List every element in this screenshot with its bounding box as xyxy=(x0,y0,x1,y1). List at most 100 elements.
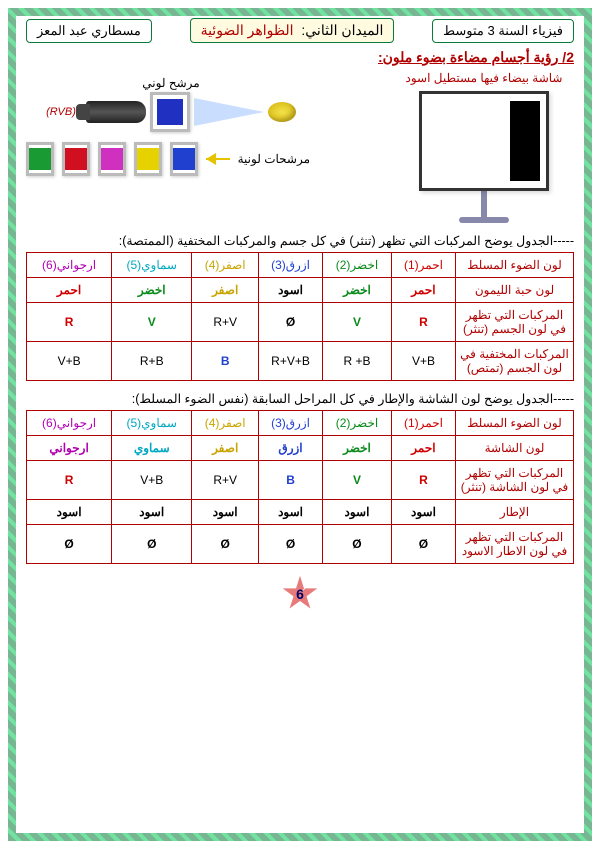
table-header: احمر(1) xyxy=(391,410,455,435)
table-cell: Ø xyxy=(112,524,192,563)
torch-icon xyxy=(86,101,146,123)
table-header: ازرق(3) xyxy=(259,252,323,277)
experiment-diagram: مرشح لوني (RVB) مرشحات لونية شاشة بيضاء … xyxy=(26,70,574,223)
filter-swatch-icon xyxy=(98,142,126,176)
table-cell: اصفر xyxy=(192,435,259,460)
table-header: لون الضوء المسلط xyxy=(456,252,574,277)
table-cell: R+V xyxy=(192,302,259,341)
table-cell: R xyxy=(27,302,112,341)
table1: لون الضوء المسلطاحمر(1)اخضر(2)ازرق(3)اصف… xyxy=(26,252,574,381)
filter-label: مرشح لوني xyxy=(26,76,316,90)
table-cell: R +B xyxy=(323,341,392,380)
screen-caption: شاشة بيضاء فيها مستطيل اسود xyxy=(394,70,574,87)
header-row: فيزياء السنة 3 متوسط الميدان الثاني: الظ… xyxy=(26,18,574,43)
page-number: 6 xyxy=(296,586,304,602)
filter-swatch-icon xyxy=(170,142,198,176)
table-cell: اسود xyxy=(27,499,112,524)
row-label: المركبات المختفية في لون الجسم (تمتص) xyxy=(456,341,574,380)
row-label: لون حبة الليمون xyxy=(456,277,574,302)
table-cell: احمر xyxy=(27,277,112,302)
row-label: لون الشاشة xyxy=(456,435,574,460)
row-label: المركبات التي تظهر في لون الشاشة (تنثر) xyxy=(456,460,574,499)
table1-caption: -----الجدول يوضح المركبات التي تظهر (تنث… xyxy=(26,233,574,248)
filter-swatch xyxy=(157,99,183,125)
screen-frame xyxy=(419,91,549,191)
filters-row: مرشحات لونية xyxy=(26,142,316,176)
table-cell: اسود xyxy=(112,499,192,524)
table-cell: اصفر xyxy=(192,277,259,302)
page: فيزياء السنة 3 متوسط الميدان الثاني: الظ… xyxy=(0,0,600,849)
table-cell: B xyxy=(192,341,259,380)
table-cell: اخضر xyxy=(323,277,392,302)
table-header: ارجواني(6) xyxy=(27,410,112,435)
table-cell: اسود xyxy=(391,499,455,524)
table-cell: V+B xyxy=(27,341,112,380)
table-cell: V+B xyxy=(391,341,455,380)
header-center: الميدان الثاني: الظواهر الضوئية xyxy=(190,18,395,43)
header-right: فيزياء السنة 3 متوسط xyxy=(432,19,574,43)
filter-swatch-icon xyxy=(62,142,90,176)
table-cell: Ø xyxy=(192,524,259,563)
table-cell: اسود xyxy=(259,277,323,302)
table-cell: V xyxy=(112,302,192,341)
table-cell: ازرق xyxy=(259,435,323,460)
torch-side: مرشح لوني (RVB) مرشحات لونية xyxy=(26,70,316,176)
table-cell: V+B xyxy=(112,460,192,499)
header-center-red: الظواهر الضوئية xyxy=(201,22,294,38)
filter-swatch-icon xyxy=(26,142,54,176)
filter-swatch-icon xyxy=(134,142,162,176)
table-cell: Ø xyxy=(259,524,323,563)
table-cell: R xyxy=(391,302,455,341)
stand-icon xyxy=(481,191,487,217)
row-label: المركبات التي تظهر في لون الجسم (تنثر) xyxy=(456,302,574,341)
table-cell: V xyxy=(323,302,392,341)
rvb-label: (RVB) xyxy=(46,106,76,118)
table-cell: Ø xyxy=(391,524,455,563)
table-cell: R+V+B xyxy=(259,341,323,380)
table-header: ازرق(3) xyxy=(259,410,323,435)
filters-label: مرشحات لونية xyxy=(238,152,310,166)
table-cell: ارجواني xyxy=(27,435,112,460)
color-filter xyxy=(150,92,190,132)
header-left: مسطاري عبد المعز xyxy=(26,19,152,43)
table-cell: اسود xyxy=(259,499,323,524)
table2-caption: -----الجدول يوضح لون الشاشة والإطار في ك… xyxy=(26,391,574,406)
table-header: سماوي(5) xyxy=(112,410,192,435)
table-cell: R+V xyxy=(192,460,259,499)
table-cell: اسود xyxy=(192,499,259,524)
table-cell: R xyxy=(391,460,455,499)
stand-base-icon xyxy=(459,217,509,223)
light-beam-icon xyxy=(194,98,264,126)
table-header: سماوي(5) xyxy=(112,252,192,277)
table-cell: R xyxy=(27,460,112,499)
table-header: اصفر(4) xyxy=(192,410,259,435)
lemon-icon xyxy=(268,102,296,122)
table-cell: V xyxy=(323,460,392,499)
table-header: ارجواني(6) xyxy=(27,252,112,277)
table-cell: اسود xyxy=(323,499,392,524)
table-cell: سماوي xyxy=(112,435,192,460)
arrow-icon xyxy=(206,158,230,160)
table1-body: لون الضوء المسلطاحمر(1)اخضر(2)ازرق(3)اصف… xyxy=(27,252,574,380)
header-center-black: الميدان الثاني: xyxy=(301,22,383,38)
table-cell: Ø xyxy=(259,302,323,341)
section-title: 2/ رؤية أجسام مضاءة بضوء ملون: xyxy=(26,49,574,66)
table2: لون الضوء المسلطاحمر(1)اخضر(2)ازرق(3)اصف… xyxy=(26,410,574,564)
table-cell: احمر xyxy=(391,277,455,302)
row-label: الإطار xyxy=(456,499,574,524)
table-header: اصفر(4) xyxy=(192,252,259,277)
table-cell: احمر xyxy=(391,435,455,460)
table-header: اخضر(2) xyxy=(323,410,392,435)
table-cell: Ø xyxy=(323,524,392,563)
table2-body: لون الضوء المسلطاحمر(1)اخضر(2)ازرق(3)اصف… xyxy=(27,410,574,563)
table-cell: اخضر xyxy=(112,277,192,302)
table-header: اخضر(2) xyxy=(323,252,392,277)
table-cell: R+B xyxy=(112,341,192,380)
table-cell: اخضر xyxy=(323,435,392,460)
table-header: لون الضوء المسلط xyxy=(456,410,574,435)
black-rectangle xyxy=(510,101,540,181)
row-label: المركبات التي تظهر في لون الاطار الاسود xyxy=(456,524,574,563)
table-cell: Ø xyxy=(27,524,112,563)
table-cell: B xyxy=(259,460,323,499)
page-number-badge: 6 xyxy=(282,576,318,612)
